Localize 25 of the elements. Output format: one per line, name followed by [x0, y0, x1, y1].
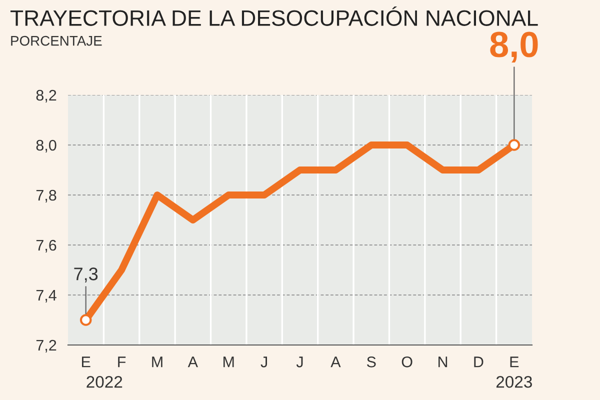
chart-subtitle: PORCENTAJE — [11, 36, 102, 46]
y-tick-label: 7,8 — [36, 190, 56, 202]
y-tick-label: 7,6 — [36, 240, 56, 252]
x-tick-label: S — [366, 356, 376, 368]
text: 2023 — [496, 376, 532, 388]
x-tick-label: J — [296, 356, 303, 368]
x-tick-label: M — [152, 356, 162, 368]
y-tick-label: 7,2 — [36, 340, 56, 352]
x-tick-label: M — [224, 356, 234, 368]
x-tick-label: A — [188, 356, 198, 368]
x-tick-label: J — [260, 356, 267, 368]
text: 2022 — [86, 376, 122, 388]
chart-title: TRAYECTORIA DE LA DESOCUPACIÓN NACIONAL — [10, 6, 538, 26]
data-label: 8,0 — [490, 32, 538, 63]
y-tick-label: 8,2 — [36, 90, 56, 102]
data-label: 7,3 — [74, 268, 98, 282]
x-tick-label: E — [82, 356, 90, 368]
x-tick-label: E — [510, 356, 519, 368]
x-tick-label: A — [330, 356, 341, 368]
y-tick-label: 7,4 — [36, 290, 56, 302]
y-tick-label: 8,0 — [36, 140, 56, 152]
x-tick-label: F — [118, 356, 126, 368]
x-tick-label: N — [438, 356, 448, 368]
x-tick-label: O — [402, 356, 412, 368]
x-tick-label: D — [474, 356, 484, 368]
